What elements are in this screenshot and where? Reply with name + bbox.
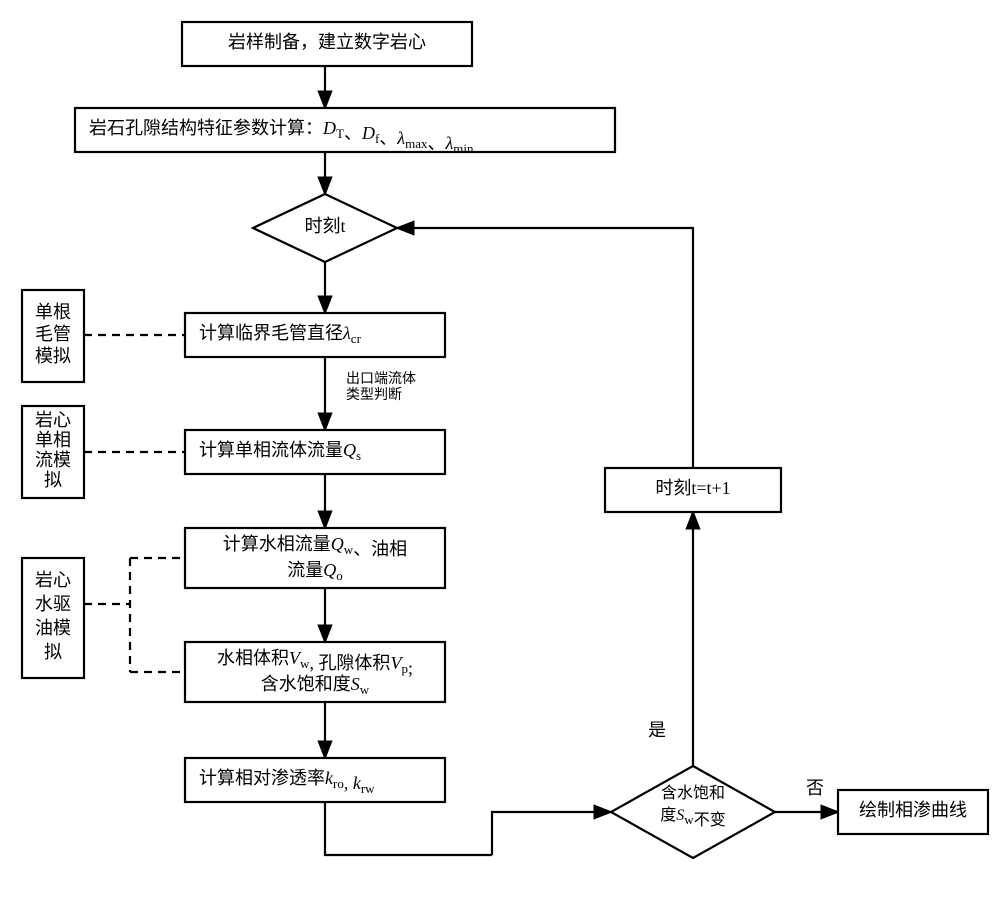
node-label: 毛管 <box>35 324 71 344</box>
node-n_qs: 计算单相流体流量Qs <box>185 430 445 474</box>
label-no: 否 <box>806 778 824 798</box>
node-n_sat: 含水饱和度Sw不变 <box>611 766 775 858</box>
node-label: 油模 <box>35 618 71 638</box>
node-label: 岩样制备，建立数字岩心 <box>228 32 426 52</box>
node-label: 流模 <box>35 450 71 470</box>
node-n_start: 岩样制备，建立数字岩心 <box>182 22 472 66</box>
node-label: 单根 <box>35 302 71 322</box>
node-side_wd: 岩心水驱油模拟 <box>22 558 84 678</box>
node-n_params: 岩石孔隙结构特征参数计算：DT、Df、λmax、λmin <box>75 108 615 156</box>
node-side_cap: 单根毛管模拟 <box>22 290 84 382</box>
label-outlet: 类型判断 <box>346 387 402 403</box>
node-label: 岩心 <box>35 410 71 430</box>
node-label: 时刻t <box>304 216 345 236</box>
edge-e8 <box>325 802 492 855</box>
node-n_vwsw: 水相体积Vw, 孔隙体积Vp;含水饱和度Sw <box>185 642 445 702</box>
node-label: 时刻t=t+1 <box>655 478 730 498</box>
label-yes: 是 <box>648 720 666 740</box>
node-n_tinc: 时刻t=t+1 <box>605 468 781 512</box>
node-label: 拟 <box>44 470 62 490</box>
node-label: 模拟 <box>35 346 71 366</box>
node-label: 绘制相渗曲线 <box>859 800 967 820</box>
node-side_single: 岩心单相流模拟 <box>22 406 84 498</box>
node-label: 流量Qo <box>287 560 343 583</box>
node-n_lambda: 计算临界毛管直径λcr <box>185 313 445 357</box>
node-label: 岩心 <box>35 570 71 590</box>
node-n_qwqo: 计算水相流量Qw、油相流量Qo <box>185 528 445 588</box>
node-n_plot: 绘制相渗曲线 <box>838 790 988 834</box>
node-label: 计算临界毛管直径λcr <box>199 323 362 346</box>
node-label: 单相 <box>35 430 71 450</box>
edge-e8b <box>492 812 611 855</box>
node-label: 含水饱和度Sw <box>261 674 370 697</box>
node-n_time: 时刻t <box>253 194 397 262</box>
node-n_kr: 计算相对渗透率kro, krw <box>185 758 445 802</box>
node-label: 计算单相流体流量Qs <box>199 440 361 463</box>
node-label: 含水饱和 <box>661 784 725 802</box>
node-label: 拟 <box>44 642 62 662</box>
node-label: 水驱 <box>35 594 71 614</box>
label-outlet: 出口端流体 <box>346 371 416 387</box>
